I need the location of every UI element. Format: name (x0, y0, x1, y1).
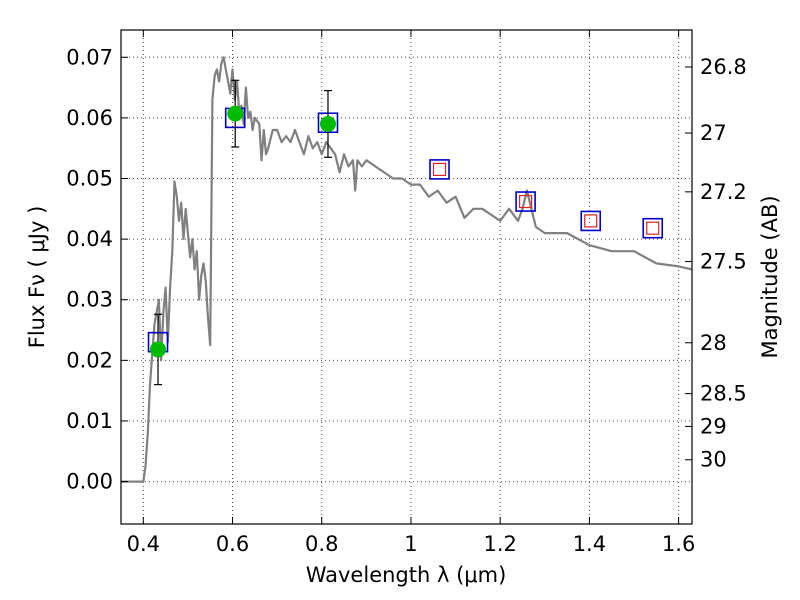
spectrum-layer (121, 56, 693, 483)
x-tick-label: 0.4 (127, 532, 160, 556)
model-square-red (646, 221, 660, 235)
model-square-red (432, 162, 447, 177)
model-square-blue (429, 159, 450, 180)
x-axis-label: Wavelength λ (μm) (306, 563, 507, 587)
y2-tick-label: 27.5 (700, 250, 747, 274)
model-square-red (519, 194, 533, 209)
tick-layer: 0.4 0.6 0.8 1 1.2 1.4 1.6 0.00 0.01 0.02 0.03 0.04 0… (66, 30, 747, 556)
model-square-blue (515, 191, 536, 212)
y-tick-label: 0.05 (66, 167, 113, 191)
y-axis-label: Flux Fν ( μJy ) (25, 206, 49, 349)
plot-frame (120, 29, 693, 525)
spectrum-line (121, 56, 693, 483)
y2-tick-label: 28 (700, 331, 727, 355)
observed-point (319, 115, 336, 132)
y-tick-label: 0.04 (66, 227, 113, 251)
y2-tick-label: 29 (700, 414, 727, 438)
y-tick-label: 0.02 (66, 348, 113, 372)
y-tick-label: 0.06 (66, 106, 113, 130)
y-tick-label: 0.07 (66, 45, 113, 69)
y-tick-label: 0.00 (66, 470, 113, 494)
x-tick-label: 0.8 (305, 532, 338, 556)
observed-point (227, 105, 244, 122)
y2-axis-label: Magnitude (AB) (758, 195, 782, 358)
x-tick-label: 1 (404, 532, 417, 556)
y2-tick-label: 26.8 (700, 55, 747, 79)
model-square-blue (642, 217, 664, 239)
observed-point (150, 341, 167, 358)
x-tick-label: 0.6 (216, 532, 249, 556)
grid-lines (121, 30, 692, 524)
y2-tick-label: 28.5 (700, 382, 747, 406)
model-square-red (584, 214, 598, 228)
y2-tick-label: 27.2 (700, 180, 747, 204)
y2-tick-label: 27 (700, 121, 727, 145)
x-tick-label: 1.4 (573, 532, 606, 556)
marker-layer (147, 79, 664, 386)
x-tick-label: 1.6 (662, 532, 695, 556)
y-tick-label: 0.03 (66, 288, 113, 312)
x-tick-label: 1.2 (483, 532, 516, 556)
y2-tick-label: 30 (700, 448, 727, 472)
model-square-blue (580, 210, 602, 232)
y-tick-label: 0.01 (66, 409, 113, 433)
